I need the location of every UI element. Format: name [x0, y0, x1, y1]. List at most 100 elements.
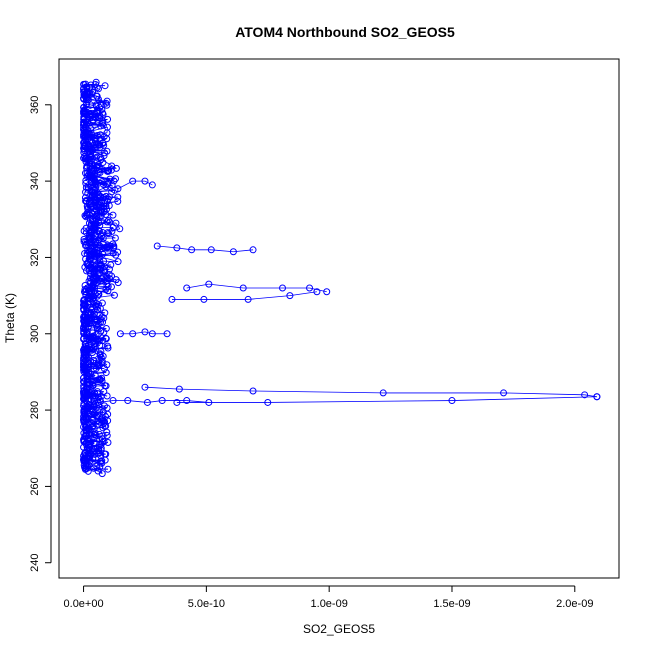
x-tick-label: 1.5e-09 — [433, 598, 470, 610]
data-point — [83, 372, 91, 380]
data-point — [205, 398, 213, 406]
data-point — [80, 235, 88, 243]
data-point — [141, 177, 149, 185]
outlier-trace — [116, 328, 171, 338]
data-point — [80, 364, 88, 372]
data-connector — [88, 462, 101, 472]
data-connector — [95, 82, 97, 85]
data-point — [93, 92, 101, 100]
data-point — [98, 438, 106, 446]
data-point — [80, 238, 88, 246]
data-point — [89, 333, 97, 341]
data-point — [109, 240, 117, 248]
outlier-trace — [168, 288, 321, 303]
y-tick-label: 300 — [29, 325, 41, 343]
y-tick-label: 240 — [29, 554, 41, 572]
x-tick-label: 5.0e-10 — [188, 598, 225, 610]
outlier-trace — [173, 393, 601, 406]
data-point — [96, 114, 104, 122]
data-connector — [93, 162, 104, 167]
data-point — [104, 115, 112, 123]
data-connector — [87, 204, 99, 209]
data-point — [82, 229, 90, 237]
plot-frame — [58, 58, 620, 579]
data-point — [108, 188, 116, 196]
data-point — [92, 431, 100, 439]
data-point — [101, 267, 109, 275]
data-point — [84, 204, 92, 212]
y-axis: 240 260 280 300 320 340 360 — [29, 96, 52, 572]
data-point — [141, 328, 149, 336]
y-axis-label: Theta (K) — [3, 293, 17, 343]
data-connector — [95, 106, 99, 112]
data-connector — [132, 331, 146, 335]
data-point — [92, 315, 100, 323]
data-point — [82, 313, 90, 321]
x-tick-label: 0.0e+00 — [64, 598, 104, 610]
data-point — [103, 404, 111, 412]
data-connector — [101, 214, 106, 217]
data-point — [104, 342, 112, 350]
data-point — [103, 101, 111, 109]
data-point — [101, 82, 109, 90]
data-connector — [101, 355, 104, 358]
data-connector — [87, 395, 95, 406]
data-point — [593, 393, 601, 401]
x-tick-label: 2.0e-09 — [556, 598, 593, 610]
data-point — [94, 107, 102, 115]
data-point — [90, 271, 98, 279]
y-tick-label: 360 — [29, 96, 41, 114]
data-point — [90, 356, 98, 364]
data-connector — [90, 307, 101, 315]
data-point — [286, 292, 294, 300]
data-point — [99, 139, 107, 147]
data-connector — [86, 156, 97, 159]
data-point — [82, 154, 90, 162]
data-connector — [98, 170, 109, 173]
data-connector — [86, 88, 99, 92]
data-point — [183, 284, 191, 292]
data-point — [80, 324, 88, 332]
data-point — [89, 188, 97, 196]
data-connector — [83, 414, 98, 417]
data-point — [81, 143, 89, 151]
data-point — [96, 131, 104, 139]
data-connector — [267, 400, 452, 403]
data-point — [89, 422, 97, 430]
data-point — [84, 323, 92, 331]
data-connector — [144, 331, 153, 335]
data-point — [84, 434, 92, 442]
data-connector — [176, 247, 192, 251]
data-point — [148, 181, 156, 189]
data-point — [94, 388, 102, 396]
data-point — [110, 291, 118, 299]
data-connector — [87, 447, 99, 452]
y-tick-label: 280 — [29, 401, 41, 419]
data-point — [92, 134, 100, 142]
data-connector — [99, 230, 109, 235]
data-connector — [90, 277, 97, 283]
y-tick-label: 260 — [29, 477, 41, 495]
data-connector — [186, 283, 209, 289]
data-connector — [83, 118, 108, 129]
data-connector — [83, 104, 97, 108]
data-connector — [83, 392, 95, 397]
data-point — [249, 246, 257, 254]
data-connector — [208, 283, 244, 289]
data-point — [81, 301, 89, 309]
data-point — [83, 375, 91, 383]
data-point — [114, 185, 122, 193]
data-connector — [144, 180, 153, 186]
data-point — [114, 258, 122, 266]
data-point — [87, 263, 95, 271]
data-connector — [97, 109, 102, 112]
data-connector — [111, 228, 120, 232]
data-connector — [144, 386, 180, 390]
data-point — [129, 330, 137, 338]
outlier-trace — [141, 383, 601, 401]
data-connector — [90, 145, 104, 154]
data-connector — [83, 84, 106, 87]
data-point — [109, 211, 117, 219]
data-point — [81, 450, 89, 458]
